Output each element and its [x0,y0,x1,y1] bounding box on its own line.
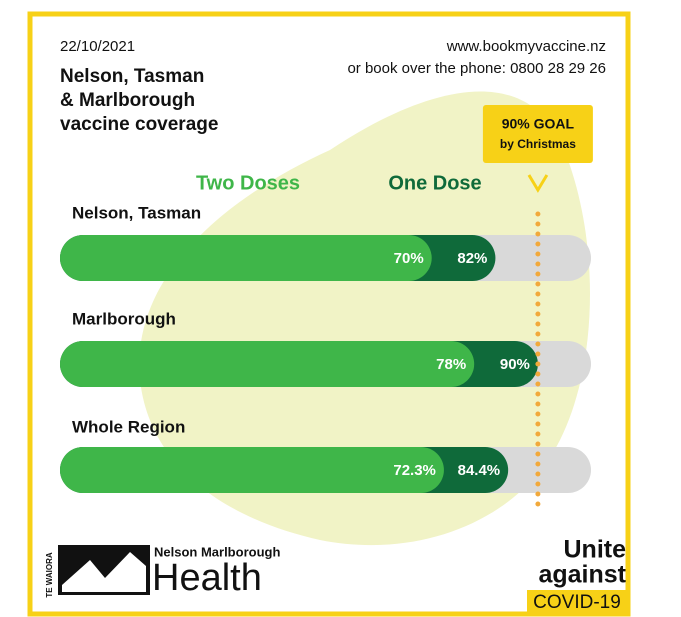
title: vaccine coverage [60,114,218,135]
category-label: Whole Region [72,417,185,436]
goal-sublabel: by Christmas [500,137,576,151]
website: www.bookmyvaccine.nz [446,38,606,55]
legend-label: Two Doses [196,172,300,194]
campaign-text: against [538,561,626,589]
phone: or book over the phone: 0800 28 29 26 [347,60,606,77]
title: & Marlborough [60,90,195,111]
legend-label: One Dose [388,172,481,194]
campaign-box [527,590,628,614]
logo-text: Health [152,557,262,599]
bar [60,447,444,493]
goal-arrow [527,174,549,193]
logo-waves [62,552,146,592]
goal-label: 90% GOAL [502,116,575,132]
value-label: 84.4% [458,462,501,479]
logo-text: Nelson Marlborough [154,544,280,559]
date: 22/10/2021 [60,38,135,55]
value-label: 72.3% [393,462,436,479]
campaign-text: COVID-19 [533,592,621,613]
bar [60,341,475,387]
value-label: 70% [394,250,424,267]
campaign-text: Unite [564,536,627,564]
value-label: 78% [436,356,466,373]
title: Nelson, Tasman [60,66,204,87]
value-label: 90% [500,356,530,373]
logo-text: TE WAIORA [45,552,54,598]
bar [60,235,432,281]
category-label: Marlborough [72,309,176,328]
value-label: 82% [457,250,487,267]
category-label: Nelson, Tasman [72,203,201,222]
logo: TE WAIORA Nelson Marlborough Health [45,544,280,599]
goal-box [482,105,593,163]
frame [27,11,631,617]
map-silhouette [139,91,590,546]
